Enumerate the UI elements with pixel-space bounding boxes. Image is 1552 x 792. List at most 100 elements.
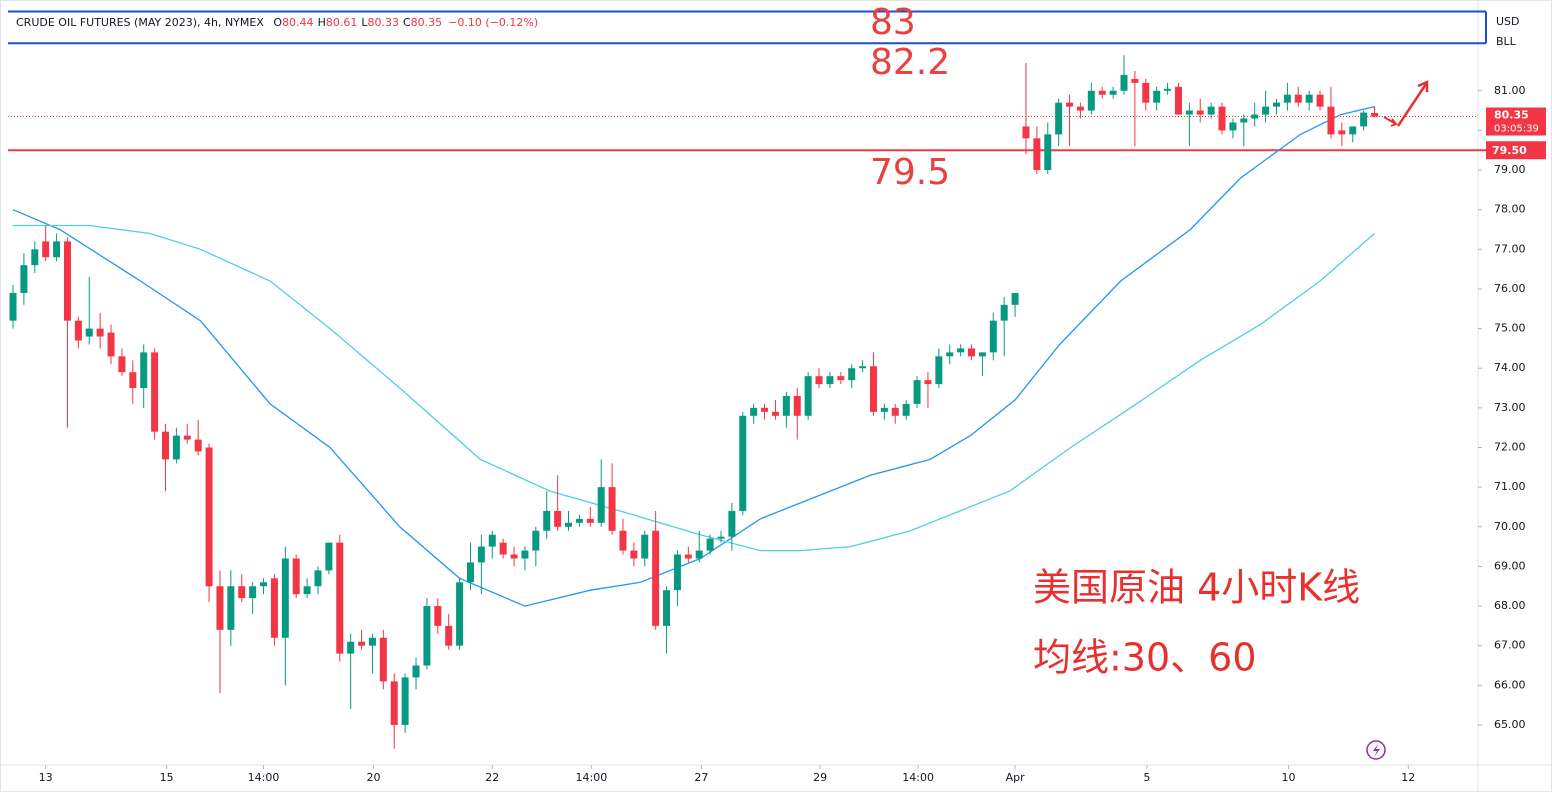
- candle-body: [1153, 90, 1161, 103]
- candle-body: [946, 352, 954, 357]
- candle-body: [652, 530, 660, 626]
- candle-body: [532, 530, 540, 551]
- candle-body: [1360, 112, 1368, 127]
- candle-body: [270, 578, 278, 638]
- x-tick-label: 12: [1401, 771, 1415, 784]
- x-tick-label: 14:00: [576, 771, 608, 784]
- candle-body: [1120, 74, 1128, 91]
- candle-body: [1251, 114, 1259, 119]
- arrow: [1396, 80, 1429, 127]
- candle-body: [1316, 94, 1324, 107]
- y-tick-label: 73.00: [1494, 401, 1526, 414]
- candle-body: [1240, 118, 1248, 123]
- moving-average: [13, 224, 1375, 552]
- candle-body: [140, 352, 148, 389]
- candle-body: [401, 677, 409, 725]
- legend-value: 80.35: [411, 16, 443, 29]
- candle-body: [891, 407, 899, 416]
- candle-body: [390, 681, 398, 725]
- legend-key: H: [318, 16, 326, 29]
- candle-body: [608, 487, 616, 531]
- candle-body: [673, 554, 681, 591]
- candle-body: [510, 554, 518, 559]
- legend-change: −0.10 (−0.12%): [448, 16, 538, 29]
- annotation: 82.2: [870, 42, 950, 83]
- candle-body: [913, 380, 921, 404]
- y-tick-label: 68.00: [1494, 599, 1526, 612]
- plot-area: [8, 10, 1487, 749]
- y-tick-label: 74.00: [1494, 361, 1526, 374]
- candle-body: [1000, 304, 1008, 321]
- y-tick-label: 79.00: [1494, 163, 1526, 176]
- y-tick-label: 67.00: [1494, 639, 1526, 652]
- candle-body: [172, 435, 180, 460]
- candle-body: [957, 348, 965, 353]
- alert-icon-bolt: [1373, 744, 1380, 757]
- candle-body: [771, 411, 779, 416]
- candle-body: [368, 637, 376, 646]
- candle-body: [1044, 134, 1052, 171]
- arrow: [1383, 116, 1398, 127]
- candle-body: [935, 356, 943, 385]
- candle-body: [728, 510, 736, 537]
- candle-body: [325, 542, 333, 571]
- candle-body: [151, 352, 159, 432]
- x-tick-label: 13: [39, 771, 53, 784]
- candle-body: [717, 536, 725, 539]
- x-tick-label: 14:00: [902, 771, 934, 784]
- y-tick-label: 72.00: [1494, 441, 1526, 454]
- annotation: 79.5: [870, 152, 950, 193]
- candle-body: [347, 641, 355, 654]
- candle-body: [684, 554, 692, 559]
- candle-body: [1207, 106, 1215, 115]
- candle-body: [96, 328, 104, 337]
- last-price-label: 80.35: [1494, 109, 1529, 122]
- candle-body: [641, 534, 649, 559]
- candle-body: [968, 348, 976, 357]
- annotation: 83: [870, 2, 916, 43]
- candle-body: [1262, 106, 1270, 115]
- candle-body: [107, 332, 115, 357]
- y-tick-label: 66.00: [1494, 678, 1526, 691]
- candle-body: [837, 376, 845, 381]
- candle-body: [880, 407, 888, 412]
- candle-body: [782, 395, 790, 416]
- candle-body: [619, 530, 627, 551]
- candle-body: [739, 415, 747, 511]
- candle-body: [1196, 110, 1204, 115]
- x-tick-label: 14:00: [248, 771, 280, 784]
- candle-body: [1087, 90, 1095, 111]
- candle-body: [434, 606, 442, 626]
- legend: CRUDE OIL FUTURES (MAY 2023), 4h, NYMEX …: [16, 16, 538, 29]
- candle-body: [1305, 94, 1313, 103]
- candle-body: [575, 518, 583, 523]
- legend-title: CRUDE OIL FUTURES (MAY 2023), 4h, NYMEX: [16, 16, 264, 29]
- candle-body: [53, 241, 61, 258]
- candle-body: [978, 352, 986, 357]
- candle-body: [1185, 110, 1193, 115]
- alert-icon[interactable]: [1366, 740, 1386, 760]
- candle-body: [303, 586, 311, 595]
- candle-body: [761, 407, 769, 412]
- candle-body: [216, 586, 224, 630]
- candle-body: [183, 435, 191, 440]
- candle-body: [238, 586, 246, 599]
- candle-body: [1174, 86, 1182, 115]
- legend-key: C: [403, 16, 411, 29]
- x-tick-label: 10: [1281, 771, 1295, 784]
- candle-body: [597, 487, 605, 523]
- candle-body: [1371, 112, 1379, 117]
- candle-body: [848, 368, 856, 381]
- countdown: 03:05:39: [1494, 124, 1539, 135]
- y-tick-label: 81.00: [1494, 84, 1526, 97]
- candle-body: [1109, 90, 1117, 95]
- candle-body: [42, 241, 50, 258]
- candle-body: [129, 372, 137, 389]
- candle-body: [314, 570, 322, 587]
- legend-value: 80.44: [282, 16, 314, 29]
- candle-body: [260, 582, 268, 587]
- y-tick-label: 69.00: [1494, 559, 1526, 572]
- legend-key: O: [273, 16, 282, 29]
- candle-body: [456, 582, 464, 646]
- candle-body: [74, 320, 82, 341]
